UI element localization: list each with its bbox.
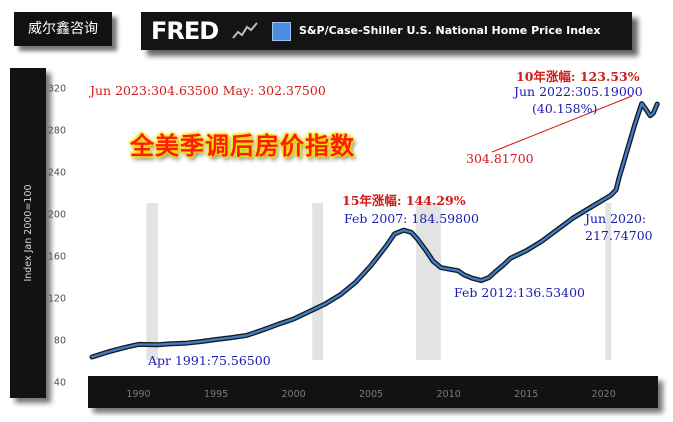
y-tick-labels: 40 80 120 160 200 240 280 320 [48, 84, 66, 389]
trough-2012-annotation: Feb 2012:136.53400 [454, 285, 585, 300]
y-tick-label: 120 [48, 294, 66, 305]
x-tick-label: 1995 [204, 389, 228, 400]
x-tick-label: 2015 [514, 389, 538, 400]
rise-10y-annotation: 10年涨幅: 123.53% [516, 69, 640, 84]
point-2020-value: 217.74700 [585, 228, 653, 243]
brand-label: 威尔鑫咨询 [14, 12, 112, 46]
y-tick-label: 240 [48, 168, 66, 179]
series-color-swatch [272, 22, 291, 41]
x-tick-label: 2020 [592, 389, 616, 400]
y-tick-label: 280 [48, 126, 66, 137]
fred-header: FRED S&P/Case-Shiller U.S. National Home… [141, 12, 632, 50]
x-tick-label: 2000 [282, 389, 306, 400]
peak-2007-annotation: Feb 2007: 184.59800 [344, 211, 479, 226]
chart-title: 全美季调后房价指数 [130, 132, 355, 160]
x-tick-label: 1990 [126, 389, 150, 400]
point-1991-annotation: Apr 1991:75.56500 [148, 353, 271, 368]
annotation-pointer [491, 95, 633, 153]
x-tick-labels: 1990 1995 2000 2005 2010 2015 2020 [126, 389, 615, 400]
x-tick-label: 2010 [437, 389, 461, 400]
y-tick-label: 80 [54, 336, 66, 347]
y-tick-label: 320 [48, 84, 66, 95]
recession-band [605, 203, 612, 360]
series-line [90, 102, 659, 359]
recession-band [146, 203, 158, 360]
fred-trend-icon [232, 22, 258, 39]
recession-band [312, 203, 324, 360]
rise-15y-annotation: 15年涨幅: 144.29% [342, 193, 466, 208]
pct-2022-annotation: (40.158%) [532, 101, 598, 116]
y-tick-label: 200 [48, 210, 66, 221]
peak-2022-annotation: Jun 2022:305.19000 [514, 84, 643, 99]
header-annotation: Jun 2023:304.63500 May: 302.37500 [90, 83, 326, 98]
x-tick-label: 2005 [359, 389, 383, 400]
point-2020-label: Jun 2020: [585, 211, 647, 226]
fred-logo: FRED [151, 17, 219, 45]
y-tick-label: 160 [48, 252, 66, 263]
y-axis-panel [10, 68, 46, 398]
y-tick-label: 40 [54, 378, 66, 389]
series-title: S&P/Case-Shiller U.S. National Home Pric… [299, 24, 601, 37]
recession-bands [146, 203, 612, 360]
value-mid-annotation: 304.81700 [466, 151, 534, 166]
recession-band [416, 203, 441, 360]
y-axis-label: Index Jan 2000=100 [23, 184, 34, 281]
x-axis-panel [88, 376, 658, 408]
